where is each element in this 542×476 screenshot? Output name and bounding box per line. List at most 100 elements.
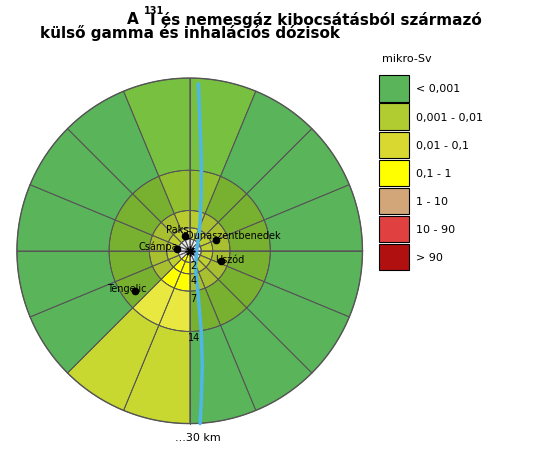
Polygon shape [109, 251, 152, 282]
Polygon shape [109, 220, 152, 251]
Text: 7: 7 [190, 293, 196, 303]
Polygon shape [264, 251, 363, 317]
Text: 10 - 90: 10 - 90 [416, 225, 455, 235]
Text: 131: 131 [144, 6, 164, 16]
Polygon shape [221, 92, 312, 194]
Polygon shape [190, 240, 194, 251]
Polygon shape [206, 223, 227, 242]
Polygon shape [190, 251, 194, 263]
Polygon shape [152, 260, 173, 280]
Polygon shape [150, 236, 169, 251]
Polygon shape [198, 268, 218, 288]
Polygon shape [190, 251, 201, 256]
Polygon shape [227, 220, 270, 251]
Text: ...30 km: ...30 km [176, 432, 221, 442]
Polygon shape [133, 177, 175, 223]
Text: 1 - 10: 1 - 10 [416, 197, 448, 207]
Polygon shape [169, 256, 182, 268]
Polygon shape [185, 240, 190, 251]
Polygon shape [124, 79, 190, 177]
Polygon shape [30, 282, 133, 373]
Polygon shape [247, 282, 349, 373]
Polygon shape [221, 308, 312, 411]
Polygon shape [175, 211, 190, 230]
Polygon shape [190, 247, 201, 251]
Text: Paks: Paks [166, 225, 188, 235]
Polygon shape [133, 280, 175, 326]
Polygon shape [227, 251, 270, 282]
Polygon shape [17, 185, 115, 251]
Text: A: A [127, 12, 144, 27]
Polygon shape [190, 288, 221, 332]
Text: 0,1 - 1: 0,1 - 1 [416, 169, 451, 178]
Polygon shape [198, 256, 211, 268]
Polygon shape [68, 308, 159, 411]
Polygon shape [182, 251, 190, 262]
Polygon shape [161, 214, 181, 235]
Polygon shape [201, 242, 212, 251]
Polygon shape [206, 260, 227, 280]
Text: 0,01 - 0,1: 0,01 - 0,1 [416, 140, 469, 150]
Text: mikro-Sv: mikro-Sv [382, 54, 432, 64]
Polygon shape [190, 243, 201, 251]
Text: Csámpa: Csámpa [138, 241, 178, 252]
Polygon shape [181, 228, 190, 241]
Polygon shape [179, 251, 190, 259]
Polygon shape [190, 262, 198, 274]
Polygon shape [194, 259, 206, 273]
Polygon shape [152, 223, 173, 242]
Text: Dunaszentbenedek: Dunaszentbenedek [185, 230, 280, 240]
Polygon shape [194, 230, 206, 243]
Polygon shape [159, 171, 190, 214]
Polygon shape [185, 251, 190, 263]
Polygon shape [211, 251, 230, 267]
Polygon shape [178, 251, 190, 256]
Text: 14: 14 [188, 333, 201, 343]
Polygon shape [161, 268, 181, 288]
Polygon shape [169, 235, 182, 247]
Polygon shape [218, 194, 264, 236]
Polygon shape [167, 242, 179, 251]
Polygon shape [178, 247, 190, 251]
Polygon shape [182, 241, 190, 251]
Polygon shape [159, 288, 190, 332]
Polygon shape [173, 230, 185, 243]
Polygon shape [264, 185, 363, 251]
Polygon shape [190, 171, 221, 214]
Polygon shape [211, 236, 230, 251]
Text: 0,001 - 0,01: 0,001 - 0,01 [416, 112, 483, 122]
Polygon shape [190, 79, 256, 177]
Polygon shape [190, 241, 198, 251]
Polygon shape [190, 251, 201, 259]
Polygon shape [190, 273, 205, 291]
Polygon shape [68, 92, 159, 194]
Text: < 0,001: < 0,001 [416, 84, 460, 94]
Polygon shape [115, 267, 161, 308]
Text: 4: 4 [190, 275, 196, 285]
Polygon shape [181, 262, 190, 274]
Text: Tengelic: Tengelic [107, 284, 146, 294]
Polygon shape [190, 211, 205, 230]
Polygon shape [190, 251, 198, 262]
Text: 2: 2 [190, 261, 196, 271]
Polygon shape [198, 235, 211, 247]
Polygon shape [150, 251, 169, 267]
Text: Uszód: Uszód [215, 255, 244, 265]
Text: külső gamma és inhalációs dózisok: külső gamma és inhalációs dózisok [40, 25, 340, 41]
Polygon shape [205, 177, 247, 223]
Polygon shape [198, 214, 218, 235]
Text: I és nemesgáz kibocsátásból származó: I és nemesgáz kibocsátásból származó [150, 12, 482, 28]
Polygon shape [124, 326, 190, 424]
Polygon shape [218, 267, 264, 308]
Polygon shape [30, 129, 133, 220]
Polygon shape [190, 326, 256, 424]
Polygon shape [17, 251, 115, 317]
Polygon shape [175, 273, 190, 291]
Polygon shape [115, 194, 161, 236]
Text: > 90: > 90 [416, 253, 443, 263]
Polygon shape [167, 251, 179, 260]
Polygon shape [201, 251, 212, 260]
Polygon shape [173, 259, 185, 273]
Polygon shape [190, 228, 198, 241]
Polygon shape [247, 129, 349, 220]
